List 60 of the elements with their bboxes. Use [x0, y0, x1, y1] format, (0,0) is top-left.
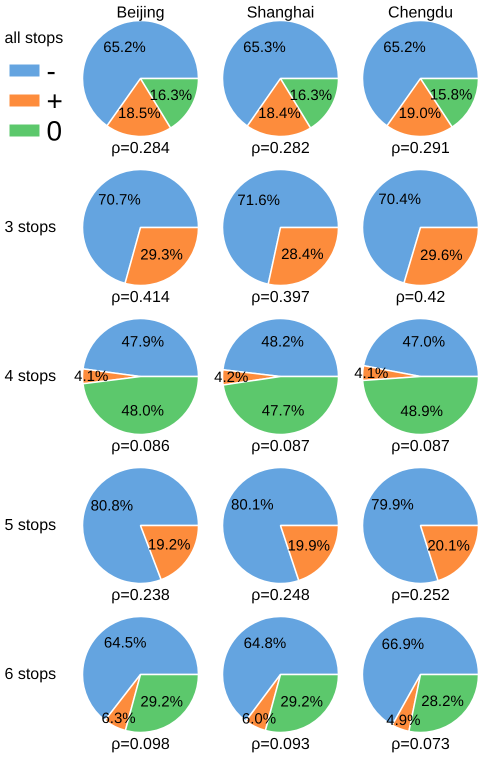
text: ρ=0.291 [391, 140, 450, 157]
data-label: 15.8% [430, 86, 472, 104]
text: ρ=0.252 [391, 587, 450, 604]
text: ρ=0.238 [111, 587, 170, 604]
data-label: 16.3% [150, 87, 192, 104]
text: ρ=0.093 [251, 736, 310, 753]
data-label: 65.3% [243, 39, 286, 56]
data-label: 19.0% [398, 104, 442, 122]
text: ρ=0.248 [251, 587, 310, 604]
data-label: 29.3% [140, 246, 183, 264]
data-label: 47.7% [262, 402, 304, 420]
text: ρ=0.073 [391, 736, 450, 753]
data-label: 48.0% [121, 402, 164, 420]
data-label: 29.2% [280, 694, 323, 711]
data-label: 66.9% [382, 636, 424, 653]
chart-title: Beijing [116, 4, 165, 22]
data-label: 28.2% [421, 692, 464, 710]
data-label: 20.1% [427, 538, 470, 555]
text: 5 stops [4, 517, 56, 534]
legend-label: - [46, 56, 56, 86]
text: ρ=0.086 [111, 438, 170, 455]
data-label: 48.9% [400, 402, 443, 420]
text: 4 stops [4, 368, 56, 385]
text: ρ=0.414 [111, 289, 170, 306]
text: ρ=0.087 [251, 438, 310, 455]
data-label: 70.4% [378, 191, 421, 208]
data-label: 47.0% [402, 333, 446, 350]
data-label: 16.3% [290, 87, 332, 104]
data-label: 4.9% [386, 712, 420, 730]
text: 3 stops [4, 219, 56, 236]
data-label: 80.8% [90, 497, 134, 514]
data-label: 71.6% [237, 192, 280, 209]
text: all stops [4, 30, 64, 47]
data-label: 70.7% [98, 191, 141, 208]
text: ρ=0.087 [391, 438, 450, 455]
text: ρ=0.282 [251, 140, 310, 157]
data-label: 19.9% [287, 537, 330, 554]
data-label: 64.5% [104, 634, 146, 652]
legend-label: 0 [46, 116, 62, 146]
data-label: 47.9% [122, 333, 164, 350]
text: ρ=0.397 [251, 289, 310, 306]
text: ρ=0.284 [111, 140, 170, 157]
data-label: 18.4% [258, 104, 301, 122]
data-label: 65.2% [383, 39, 426, 56]
data-label: 19.2% [148, 536, 190, 554]
chart-title: Chengdu [388, 4, 453, 22]
text: ρ=0.42 [396, 289, 446, 306]
text: 6 stops [4, 666, 56, 683]
data-label: 64.8% [244, 634, 286, 652]
chart-title: Shanghai [246, 4, 314, 22]
data-label: 18.5% [118, 104, 161, 122]
legend-label: + [46, 86, 63, 116]
data-label: 80.1% [231, 496, 274, 514]
text: ρ=0.098 [111, 736, 170, 753]
data-label: 65.2% [103, 39, 146, 56]
data-label: 29.2% [140, 694, 183, 711]
data-label: 79.9% [371, 496, 414, 514]
data-label: 28.4% [281, 246, 324, 264]
data-label: 48.2% [261, 333, 304, 350]
data-label: 29.6% [420, 246, 463, 264]
